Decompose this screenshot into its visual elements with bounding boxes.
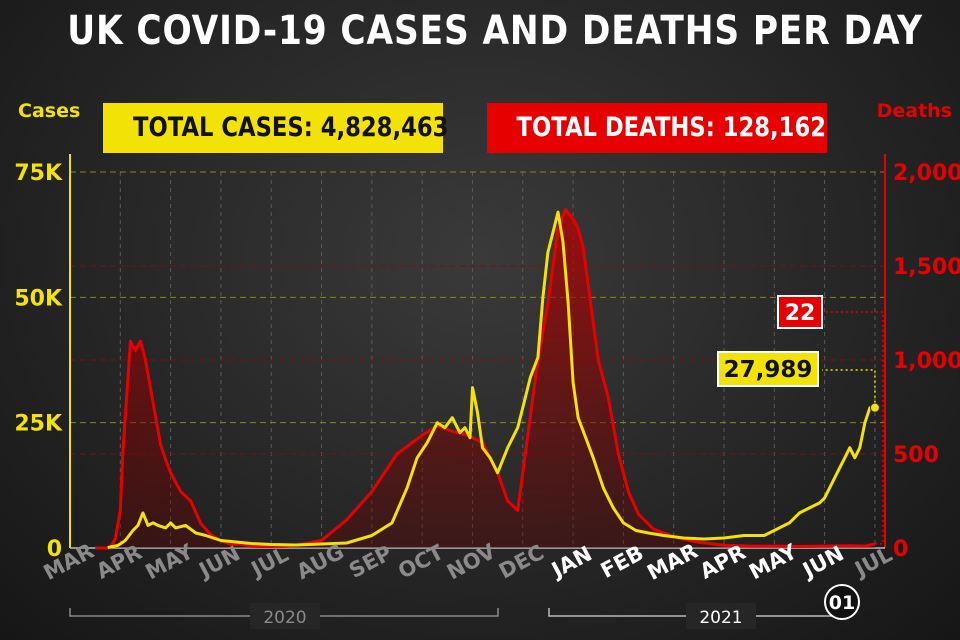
y-tick-label-left: 25K <box>14 412 63 437</box>
y-tick-label-right: 0 <box>893 537 908 562</box>
y-tick-label-left: 75K <box>14 161 63 186</box>
y-tick-label-right: 500 <box>893 443 939 468</box>
deaths-area <box>95 209 875 548</box>
total-cases-label: TOTAL CASES: 4,828,463 <box>133 112 449 143</box>
deaths-callout-leader <box>826 311 884 545</box>
chart-title: UK COVID-19 CASES AND DEATHS PER DAY <box>67 8 923 54</box>
total-deaths-label: TOTAL DEATHS: 128,162 <box>516 112 827 143</box>
y-axis-right-title: Deaths <box>876 100 952 122</box>
year-label-bg-2020 <box>250 603 320 629</box>
end-date-circle <box>824 584 860 620</box>
y-tick-label-right: 1,500 <box>893 255 960 280</box>
y-axis-left-title: Cases <box>18 100 81 122</box>
y-tick-label-left: 0 <box>47 537 62 562</box>
year-label-2020: 2020 <box>263 608 306 628</box>
total-cases-box: TOTAL CASES: 4,828,463 <box>103 103 448 153</box>
year-label-2021: 2021 <box>699 608 742 628</box>
deaths-line <box>95 208 876 550</box>
y-tick-label-right: 2,000 <box>893 161 960 186</box>
deaths-callout-box <box>777 295 823 329</box>
total-deaths-box: TOTAL DEATHS: 128,162 <box>487 103 827 153</box>
cases-callout-leader <box>822 369 876 408</box>
cases-callout-box <box>717 351 819 387</box>
cases-end-marker <box>869 402 880 413</box>
deaths-callout-label: 22 <box>785 301 816 326</box>
cases-callout-label: 27,989 <box>724 357 813 383</box>
end-date-label: 01 <box>829 592 855 614</box>
year-label-bg-2021 <box>686 603 756 629</box>
y-tick-label-left: 50K <box>14 286 63 311</box>
y-tick-label-right: 1,000 <box>893 349 960 374</box>
cases-line <box>107 210 875 549</box>
